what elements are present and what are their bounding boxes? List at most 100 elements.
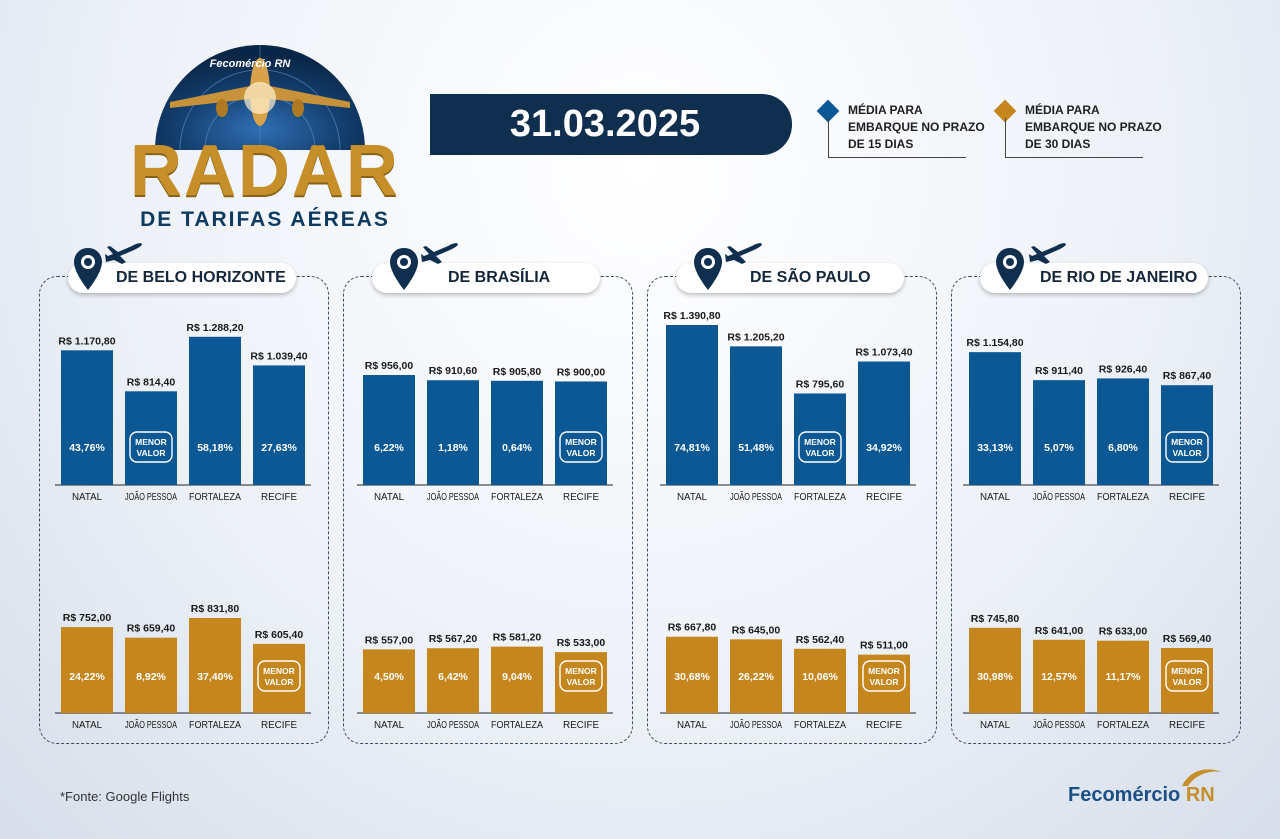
bar-value-label: R$ 1.039,40 bbox=[250, 350, 307, 362]
chart-bh-15: R$ 1.170,80 NATAL 43,76% R$ 814,40 JOÃO PESS… bbox=[55, 315, 311, 503]
chart-bh-30: R$ 752,00 NATAL 24,22% R$ 659,40 JOÃO PESSOA… bbox=[55, 600, 311, 736]
legend-rule bbox=[1005, 157, 1143, 158]
bar-percent-label: 33,13% bbox=[977, 442, 1013, 454]
category-label: FORTALEZA bbox=[1097, 492, 1149, 503]
bar-percent-label: 6,80% bbox=[1108, 442, 1138, 454]
legend-label: MÉDIA PARA EMBARQUE NO PRAZO DE 30 DIAS bbox=[1025, 103, 1162, 151]
radar-logo: Fecomércio RN RADAR DE TARIFAS AÉREAS bbox=[110, 20, 410, 231]
category-label: JOÃO PESSOA bbox=[125, 718, 177, 731]
bar-percent-label: 43,76% bbox=[69, 442, 105, 454]
bar bbox=[491, 646, 543, 713]
menor-valor-label: VALOR bbox=[566, 677, 595, 687]
category-label: RECIFE bbox=[1169, 720, 1205, 731]
legend-rule bbox=[828, 118, 829, 158]
bar bbox=[189, 336, 241, 485]
menor-valor-label: VALOR bbox=[869, 677, 898, 687]
chart-bsb-15: R$ 956,00 NATAL 6,22% R$ 910,60 JOÃO PESSOA 1… bbox=[357, 315, 613, 503]
bar-percent-label: 34,92% bbox=[866, 442, 902, 454]
menor-valor-label: MENOR bbox=[804, 437, 836, 447]
bar bbox=[125, 391, 177, 485]
menor-valor-label: VALOR bbox=[1172, 448, 1201, 458]
location-pin-icon bbox=[390, 248, 418, 290]
bar-percent-label: 27,63% bbox=[261, 442, 297, 454]
bar bbox=[491, 380, 543, 485]
menor-valor-label: MENOR bbox=[135, 437, 167, 447]
bar-percent-label: 4,50% bbox=[374, 671, 404, 683]
brand-rn: RN bbox=[1185, 784, 1215, 806]
bar-value-label: R$ 867,40 bbox=[1163, 370, 1212, 382]
bar bbox=[125, 637, 177, 713]
bar-percent-label: 26,22% bbox=[738, 671, 774, 683]
bar-chart-svg: R$ 557,00 NATAL 4,50% R$ 567,20 JOÃO PESSOA 6… bbox=[357, 632, 613, 731]
logo-title: RADAR bbox=[130, 131, 400, 211]
bar bbox=[1033, 380, 1085, 485]
bar-value-label: R$ 1.073,40 bbox=[855, 347, 912, 359]
brand-main: Fecomércio bbox=[1068, 784, 1181, 806]
bar bbox=[1161, 385, 1213, 485]
bar-value-label: R$ 911,40 bbox=[1035, 365, 1083, 377]
category-label: JOÃO PESSOA bbox=[125, 490, 177, 503]
bar bbox=[1097, 640, 1149, 713]
bar-percent-label: 37,40% bbox=[197, 671, 233, 683]
bar-value-label: R$ 569,40 bbox=[1163, 633, 1212, 645]
bar-percent-label: 51,48% bbox=[738, 442, 774, 454]
menor-valor-label: MENOR bbox=[868, 666, 900, 676]
menor-valor-badge bbox=[1165, 431, 1209, 463]
panel-title: DE SÃO PAULO bbox=[750, 269, 871, 286]
menor-valor-label: VALOR bbox=[136, 448, 165, 458]
footer-brand: Fecomércio RN bbox=[1068, 784, 1215, 807]
bar-value-label: R$ 605,40 bbox=[255, 629, 304, 641]
category-label: JOÃO PESSOA bbox=[1033, 490, 1085, 503]
bar-percent-label: 8,92% bbox=[136, 671, 166, 683]
bar bbox=[858, 361, 910, 485]
bar-value-label: R$ 667,80 bbox=[668, 622, 717, 634]
legend-item-30-days: MÉDIA PARA EMBARQUE NO PRAZO DE 30 DIAS bbox=[993, 99, 1175, 160]
menor-valor-badge bbox=[257, 660, 301, 692]
bar-value-label: R$ 511,00 bbox=[860, 640, 908, 652]
bar-value-label: R$ 633,00 bbox=[1099, 626, 1148, 638]
bar-value-label: R$ 1.390,80 bbox=[663, 310, 720, 322]
bar-percent-label: 6,22% bbox=[374, 442, 404, 454]
bar bbox=[1161, 647, 1213, 713]
bar bbox=[730, 639, 782, 713]
airplane-icon bbox=[1029, 243, 1066, 264]
bar-percent-label: 58,18% bbox=[197, 442, 233, 454]
radar-dome-icon bbox=[155, 45, 365, 151]
category-label: RECIFE bbox=[563, 492, 599, 503]
bar-value-label: R$ 567,20 bbox=[429, 633, 478, 645]
menor-valor-label: VALOR bbox=[805, 448, 834, 458]
bar bbox=[61, 350, 113, 485]
bar bbox=[253, 365, 305, 485]
bar-percent-label: 1,18% bbox=[438, 442, 468, 454]
location-pin-icon bbox=[694, 248, 722, 290]
bar bbox=[969, 352, 1021, 485]
category-label: FORTALEZA bbox=[491, 720, 543, 731]
bar-percent-label: 9,04% bbox=[502, 671, 532, 683]
chart-rj-30: R$ 745,80 NATAL 30,98% R$ 641,00 JOÃO PESSOA… bbox=[963, 600, 1219, 736]
category-label: JOÃO PESSOA bbox=[730, 718, 782, 731]
bar bbox=[427, 380, 479, 485]
bar-chart-svg: R$ 956,00 NATAL 6,22% R$ 910,60 JOÃO PESSOA 1… bbox=[357, 360, 613, 503]
menor-valor-label: VALOR bbox=[566, 448, 595, 458]
bar-value-label: R$ 581,20 bbox=[493, 632, 542, 644]
bar-value-label: R$ 795,60 bbox=[796, 378, 845, 390]
menor-valor-badge bbox=[798, 431, 842, 463]
bar-percent-label: 0,64% bbox=[502, 442, 532, 454]
category-label: NATAL bbox=[980, 720, 1010, 731]
bar-value-label: R$ 1.288,20 bbox=[186, 322, 243, 334]
airplane-icon bbox=[421, 243, 458, 264]
bar bbox=[253, 643, 305, 713]
bar bbox=[858, 654, 910, 713]
bar-percent-label: 24,22% bbox=[69, 671, 105, 683]
location-pin-icon bbox=[74, 248, 102, 290]
bar-value-label: R$ 956,00 bbox=[365, 360, 414, 372]
legend-rule bbox=[828, 157, 966, 158]
menor-valor-badge bbox=[559, 431, 603, 463]
bar-chart-svg: R$ 752,00 NATAL 24,22% R$ 659,40 JOÃO PESSOA… bbox=[55, 603, 311, 731]
bar bbox=[427, 648, 479, 713]
category-label: NATAL bbox=[677, 720, 707, 731]
bar bbox=[969, 627, 1021, 713]
bar bbox=[363, 375, 415, 485]
bar-percent-label: 10,06% bbox=[802, 671, 838, 683]
bar-value-label: R$ 905,80 bbox=[493, 366, 542, 378]
